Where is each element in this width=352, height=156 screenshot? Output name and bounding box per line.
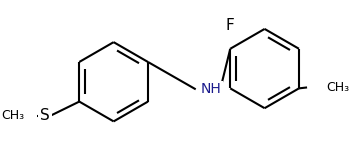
Text: CH₃: CH₃	[1, 109, 24, 122]
Text: F: F	[225, 18, 234, 33]
Text: S: S	[40, 108, 50, 123]
Text: NH: NH	[200, 82, 221, 96]
Text: CH₃: CH₃	[326, 81, 349, 94]
